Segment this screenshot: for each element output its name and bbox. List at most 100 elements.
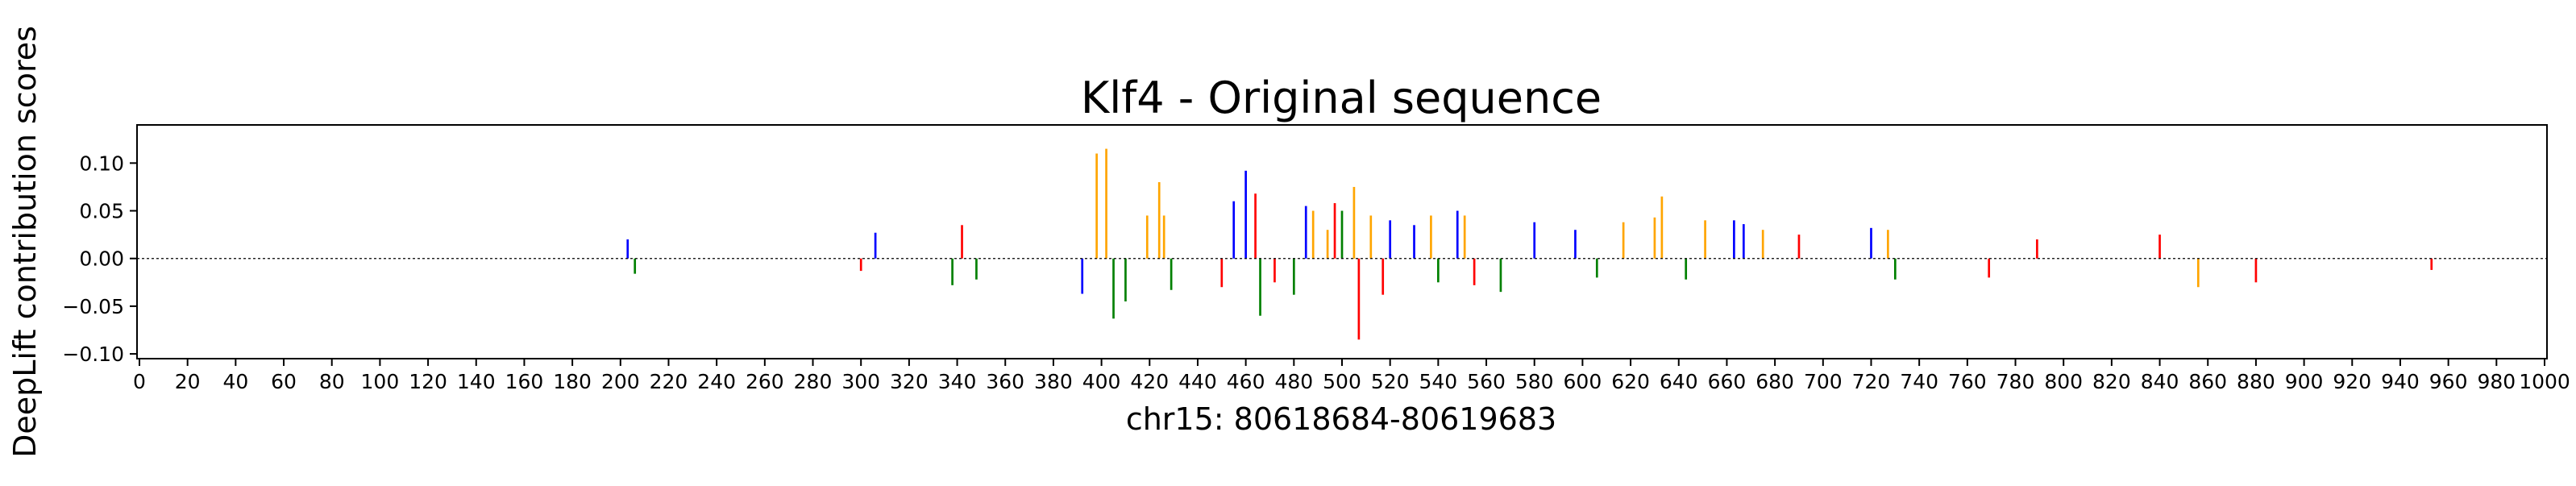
contribution-bar: [1622, 222, 1625, 259]
contribution-bar: [2430, 258, 2433, 270]
x-tick-label: 420: [1130, 370, 1169, 393]
contribution-bar: [2196, 258, 2200, 288]
x-tick-label: 620: [1611, 370, 1650, 393]
contribution-bar: [1473, 258, 1476, 285]
x-tick-label: 400: [1082, 370, 1121, 393]
marks-layer: [137, 148, 2547, 340]
x-tick-label: 440: [1178, 370, 1217, 393]
y-axis-label: DeepLift contribution scores: [7, 26, 43, 458]
contribution-bar: [1352, 186, 1356, 259]
contribution-bar: [1704, 220, 1706, 259]
x-tick-label: 280: [794, 370, 833, 393]
y-tick-label: 0.00: [79, 247, 124, 271]
x-tick-label: 260: [746, 370, 784, 393]
x-tick-label: 360: [986, 370, 1024, 393]
contribution-bar: [626, 239, 629, 259]
x-tick-label: 40: [222, 370, 248, 393]
x-tick-label: 520: [1371, 370, 1410, 393]
contribution-bar: [1220, 258, 1224, 288]
x-tick-label: 960: [2429, 370, 2468, 393]
x-tick-label: 860: [2188, 370, 2227, 393]
contribution-bar: [951, 258, 954, 285]
x-tick-label: 480: [1274, 370, 1313, 393]
x-tick-label: 740: [1900, 370, 1938, 393]
contribution-bar: [1456, 210, 1459, 259]
contribution-bar: [1797, 235, 1801, 259]
contribution-bar: [1340, 210, 1344, 259]
contribution-bar: [1413, 225, 1415, 259]
contribution-bar: [1232, 201, 1236, 259]
x-tick-label: 920: [2333, 370, 2371, 393]
x-tick-label: 980: [2477, 370, 2516, 393]
y-tick-label: −0.05: [62, 295, 124, 318]
x-tick-label: 780: [1996, 370, 2035, 393]
contribution-bar: [1463, 215, 1466, 259]
x-tick-label: 320: [890, 370, 929, 393]
x-tick-label: 200: [601, 370, 640, 393]
contribution-bar: [975, 258, 978, 280]
y-tick-label: 0.05: [79, 200, 124, 223]
x-tick-label: 660: [1708, 370, 1747, 393]
contribution-bar: [1685, 258, 1688, 280]
x-tick-label: 140: [457, 370, 496, 393]
contribution-bar: [1574, 230, 1577, 259]
contribution-bar: [1081, 258, 1084, 294]
contribution-bar: [1357, 258, 1361, 340]
x-tick-label: 880: [2237, 370, 2275, 393]
x-tick-label: 720: [1852, 370, 1891, 393]
y-tick-label: −0.10: [62, 343, 124, 366]
x-tick-label: 580: [1515, 370, 1554, 393]
x-tick-label: 240: [697, 370, 736, 393]
contribution-bar: [1381, 258, 1385, 295]
contribution-bar: [1437, 258, 1440, 283]
x-tick-label: 160: [505, 370, 544, 393]
x-tick-label: 1000: [2519, 370, 2570, 393]
contribution-bar: [1304, 206, 1307, 259]
contribution-bar: [1326, 230, 1329, 259]
contribution-bar: [1170, 258, 1173, 290]
contribution-bar: [1311, 210, 1315, 259]
x-tick-label: 340: [938, 370, 977, 393]
x-tick-label: 100: [361, 370, 400, 393]
contribution-bar: [1595, 258, 1598, 278]
contribution-bar: [1430, 215, 1432, 259]
contribution-bar: [1389, 220, 1392, 259]
x-tick-label: 640: [1660, 370, 1698, 393]
x-tick-label: 20: [175, 370, 201, 393]
contribution-bar: [1244, 170, 1247, 259]
contribution-bar: [1988, 258, 1991, 278]
contribution-bar: [1162, 215, 1165, 259]
x-tick-label: 700: [1804, 370, 1843, 393]
x-tick-label: 900: [2285, 370, 2324, 393]
contribution-bar: [1761, 230, 1764, 259]
contribution-bar: [2036, 239, 2038, 259]
contribution-bar: [1292, 258, 1295, 295]
contribution-bar: [634, 258, 637, 274]
x-tick-label: 840: [2141, 370, 2179, 393]
x-tick-label: 820: [2092, 370, 2131, 393]
contribution-bar: [961, 225, 963, 259]
x-tick-label: 380: [1034, 370, 1073, 393]
x-tick-label: 560: [1467, 370, 1506, 393]
contribution-bar: [1887, 230, 1889, 259]
contribution-bar: [1095, 153, 1098, 259]
contribution-bar: [2254, 258, 2258, 283]
contribution-bar: [1499, 258, 1502, 293]
x-tick-label: 460: [1227, 370, 1265, 393]
contribution-bar: [1369, 215, 1373, 259]
x-tick-label: 220: [650, 370, 688, 393]
contribution-bar: [1112, 258, 1115, 319]
x-tick-label: 940: [2381, 370, 2420, 393]
chart-title: Klf4 - Original sequence: [1081, 73, 1602, 123]
x-tick-label: 180: [553, 370, 592, 393]
contribution-bar: [859, 258, 862, 272]
contribution-bar: [1533, 222, 1536, 259]
x-tick-label: 540: [1419, 370, 1458, 393]
contribution-bar: [1893, 258, 1897, 280]
x-tick-label: 600: [1564, 370, 1602, 393]
x-tick-label: 0: [133, 370, 146, 393]
contribution-bar: [1653, 217, 1656, 259]
contribution-bar: [1254, 193, 1257, 259]
contribution-bar: [1105, 148, 1107, 259]
